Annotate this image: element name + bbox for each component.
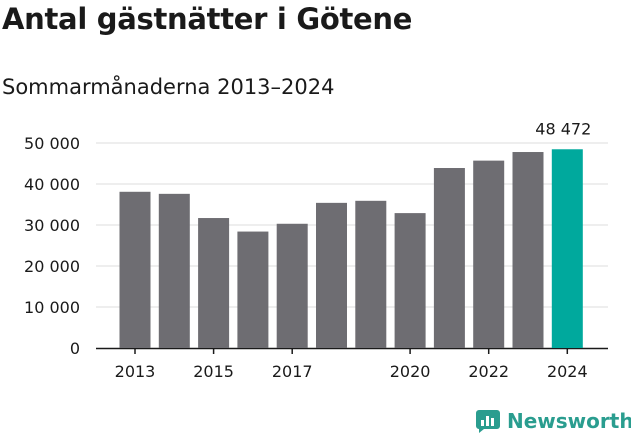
y-tick-label: 50 000 bbox=[24, 134, 80, 153]
bar bbox=[316, 202, 347, 348]
chart-subtitle: Sommarmånaderna 2013–2024 bbox=[2, 75, 335, 99]
bar bbox=[158, 193, 190, 348]
x-tick-label: 2022 bbox=[468, 362, 509, 381]
y-tick-label: 40 000 bbox=[24, 175, 80, 194]
y-tick-label: 10 000 bbox=[24, 298, 80, 317]
chart-title: Antal gästnätter i Götene bbox=[2, 2, 413, 36]
x-tick-label: 2024 bbox=[547, 362, 588, 381]
bar bbox=[237, 231, 269, 348]
bar bbox=[512, 152, 544, 348]
bar bbox=[276, 223, 308, 348]
bar bbox=[198, 218, 230, 348]
newsworthy-logo: Newsworthy bbox=[475, 408, 631, 434]
data-label-2024: 48 472 bbox=[535, 119, 591, 138]
bar bbox=[119, 191, 151, 348]
newsworthy-chart-icon bbox=[476, 410, 500, 433]
brand-name: Newsworthy bbox=[507, 409, 631, 433]
y-tick-label: 30 000 bbox=[24, 216, 80, 235]
bar bbox=[394, 213, 426, 348]
bar bbox=[473, 160, 505, 348]
y-tick-label: 20 000 bbox=[24, 257, 80, 276]
bar bbox=[433, 168, 465, 348]
x-tick-label: 2015 bbox=[193, 362, 234, 381]
x-tick-label: 2017 bbox=[272, 362, 313, 381]
x-tick-label: 2013 bbox=[115, 362, 156, 381]
x-tick-label: 2020 bbox=[390, 362, 431, 381]
bar bbox=[551, 149, 583, 348]
bar bbox=[355, 200, 387, 348]
y-tick-label: 0 bbox=[70, 339, 80, 358]
